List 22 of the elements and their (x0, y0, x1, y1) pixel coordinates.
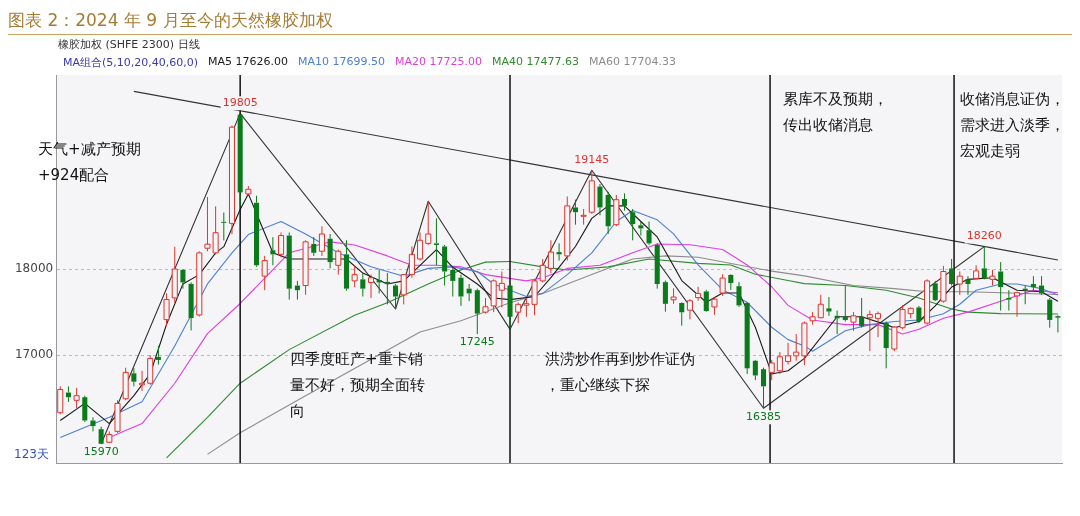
text: MA60 17704.33 (589, 55, 677, 70)
text: MA20 17725.00 (395, 55, 483, 70)
text: MA5 17626.00 (208, 55, 289, 70)
annotation: 17245 (459, 335, 495, 349)
annotation: 天气+减产预期 +924配合 (38, 140, 141, 185)
annotation: 收储消息证伪，需求进入淡季，宏观走弱 (960, 90, 1065, 161)
chart-title: 图表 2：2024 年 9 月至今的天然橡胶加权 (8, 8, 1072, 35)
annotation: 19145 (574, 152, 610, 166)
annotation: 18260 (966, 228, 1002, 242)
text: 123天 (14, 447, 49, 462)
text: MA40 17477.63 (492, 55, 580, 70)
chart-subtitle: 橡胶加权 (SHFE 2300) 日线 (58, 37, 200, 52)
annotation: 累库不及预期，传出收储消息 (783, 90, 888, 135)
annotation: 16385 (746, 409, 782, 423)
y-tick-label: 17000 (14, 347, 54, 362)
annotation: 四季度旺产+重卡销量不好，预期全面转向 (290, 350, 425, 421)
text: MA10 17699.50 (298, 55, 386, 70)
annotation: 15970 (83, 445, 119, 459)
legend-title: MA组合(5,10,20,40,60,0) (63, 55, 199, 70)
annotation: 洪涝炒作再到炒作证伪，重心继续下探 (545, 350, 695, 395)
annotation: 19805 (222, 95, 258, 109)
y-tick-label: 18000 (14, 261, 54, 276)
